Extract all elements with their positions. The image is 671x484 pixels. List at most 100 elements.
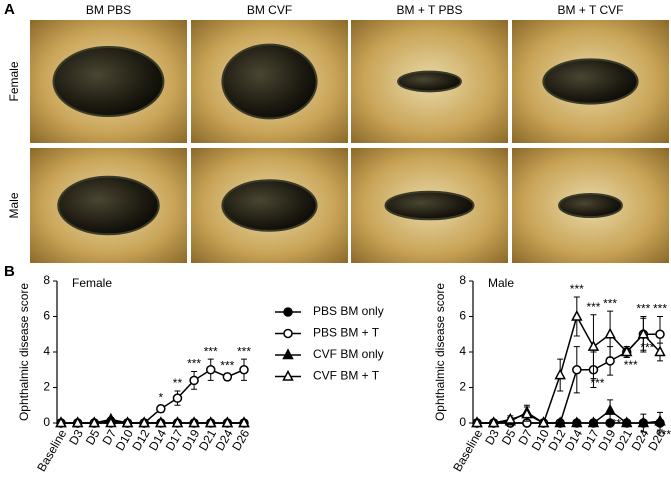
chart-title: Female	[72, 276, 112, 290]
x-tick-label: D3	[66, 427, 86, 448]
eye	[397, 70, 462, 93]
y-tick-label: 4	[43, 344, 50, 358]
marker	[283, 307, 293, 317]
marker	[637, 416, 650, 428]
y-tick-label: 6	[43, 309, 50, 323]
y-tick-label: 2	[459, 380, 466, 394]
marker	[88, 416, 101, 428]
marker	[121, 416, 134, 428]
x-tick-label: Baseline	[450, 427, 485, 474]
column-header: BM + T CVF	[558, 3, 624, 17]
series	[56, 358, 249, 428]
significance: ***	[570, 282, 584, 296]
significance: ***	[204, 344, 218, 358]
x-tick-label: D26	[229, 427, 252, 453]
marker	[587, 416, 600, 428]
legend-label: CVF BM + T	[313, 369, 380, 383]
marker	[604, 403, 616, 415]
marker	[571, 416, 583, 428]
marker	[71, 416, 84, 428]
y-axis-label: Ophthalmic disease score	[433, 283, 447, 421]
y-axis-label: Ophthalmic disease score	[17, 283, 31, 421]
row-label: Female	[7, 61, 21, 101]
significance: ***	[187, 357, 201, 371]
marker	[283, 328, 293, 339]
legend: PBS BM only PBS BM + T CVF BM only CVF BM +…	[275, 304, 384, 383]
marker	[537, 416, 550, 428]
y-tick-label: 6	[459, 309, 466, 323]
significance: ***	[653, 302, 667, 316]
eye	[52, 46, 165, 117]
significance: ***	[220, 358, 234, 372]
marker	[620, 416, 633, 428]
y-tick-label: 0	[459, 415, 466, 429]
significance: ***	[657, 427, 671, 441]
marker	[504, 412, 517, 424]
column-header: BM PBS	[86, 3, 131, 17]
chart-title: Male	[488, 276, 514, 290]
panel-label: B	[4, 263, 15, 280]
x-tick-label: D3	[482, 427, 502, 448]
significance: ***	[636, 302, 650, 316]
legend-label: PBS BM only	[313, 304, 384, 318]
series	[471, 399, 666, 433]
legend-label: PBS BM + T	[313, 326, 380, 340]
marker	[572, 365, 582, 375]
panel-label: A	[4, 1, 15, 18]
x-tick-label: D5	[83, 427, 103, 448]
marker	[587, 340, 600, 351]
marker	[654, 414, 666, 426]
marker	[105, 416, 117, 428]
significance: ***	[624, 358, 638, 372]
marker	[222, 372, 233, 382]
marker	[282, 348, 294, 360]
y-tick-label: 2	[43, 380, 50, 394]
significance: ***	[603, 296, 617, 310]
marker	[204, 416, 217, 428]
significance: *	[158, 390, 163, 404]
marker	[188, 416, 200, 428]
x-tick-label: D7	[515, 427, 535, 448]
x-tick-label: D7	[99, 427, 119, 448]
legend-label: CVF BM only	[313, 347, 384, 361]
marker	[471, 416, 483, 428]
significance: ***	[586, 300, 600, 314]
marker	[55, 416, 67, 428]
column-header: BM CVF	[247, 3, 292, 17]
significance: ***	[607, 417, 621, 431]
marker	[654, 345, 666, 357]
eye	[384, 190, 475, 221]
marker	[655, 329, 665, 339]
marker	[238, 416, 250, 428]
eye	[542, 58, 639, 105]
series-line	[61, 368, 245, 424]
series	[471, 296, 666, 428]
eye	[558, 193, 623, 218]
marker	[620, 345, 633, 357]
marker	[189, 375, 199, 386]
marker	[604, 327, 616, 339]
y-tick-label: 8	[459, 273, 466, 287]
y-tick-label: 8	[43, 273, 50, 287]
eye	[221, 43, 318, 120]
marker	[554, 416, 566, 428]
marker	[571, 309, 583, 321]
y-tick-label: 4	[459, 344, 466, 358]
marker	[637, 327, 650, 339]
marker	[605, 356, 615, 366]
x-tick-label: D5	[499, 427, 519, 448]
eye	[221, 179, 318, 232]
marker	[221, 416, 234, 428]
marker	[554, 368, 566, 380]
marker	[521, 407, 533, 419]
photo-grid: BM PBS BM CVF BM + T PBS BM + T CVF Female Ma…	[7, 3, 669, 263]
significance: ***	[590, 376, 604, 390]
eye	[57, 175, 160, 236]
marker	[205, 365, 216, 375]
marker	[138, 416, 150, 428]
charts: Female Ophthalmic disease score 0 2 4 6 8 Basel…	[17, 273, 671, 474]
row-label: Male	[7, 192, 21, 218]
significance: **	[173, 376, 183, 390]
marker	[171, 416, 184, 428]
